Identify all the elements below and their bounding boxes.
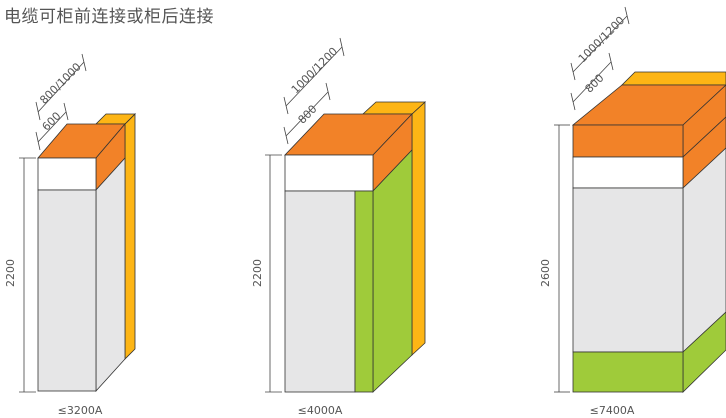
cabinet-1-front-top	[37, 157, 97, 191]
cabinet-1-side	[124, 113, 136, 360]
cabinet-3-width-label: 800	[583, 72, 607, 96]
cabinet-3-front	[572, 187, 684, 353]
page-title: 电缆可柜前连接或柜后连接	[4, 7, 214, 27]
cabinet-2-capacity-label: ≤4000A	[298, 404, 343, 417]
cabinet-3-top-back	[621, 71, 726, 86]
cabinet-2: 2200 800 1000/1200 ≤4000A	[251, 37, 427, 417]
cabinet-3-front-bottom	[572, 351, 684, 393]
cabinet-3-capacity-label: ≤7400A	[590, 404, 635, 417]
cabinet-3-height-label: 2600	[539, 259, 552, 287]
cabinet-1-height-label: 2200	[4, 259, 17, 287]
cabinet-1-depth-label: 800/1000	[37, 60, 83, 106]
cabinet-2-front-strip	[354, 190, 374, 393]
cabinet-2-front	[284, 190, 356, 393]
cabinet-1-capacity-label: ≤3200A	[58, 404, 103, 417]
cabinet-3-front-top	[572, 156, 684, 189]
cabinet-2-front-top	[284, 154, 374, 192]
cabinet-2-side	[411, 101, 426, 356]
cabinet-3-depth-label: 1000/1200	[576, 14, 627, 65]
cabinet-2-height-label: 2200	[251, 259, 264, 287]
cabinet-1-width-label: 600	[40, 110, 64, 134]
cabinet-1: 2200 600 800/1000 ≤3200A	[4, 53, 136, 417]
cabinet-3: 2600 800 1000/1200 ≤7400A	[539, 6, 726, 417]
cabinet-1-front	[37, 189, 97, 392]
cabinet-3-front-band	[572, 124, 684, 158]
cabinet-2-lower-side	[372, 148, 413, 393]
cabinet-1-lower-side	[95, 156, 126, 393]
cabinet-2-depth-label: 1000/1200	[289, 45, 340, 96]
